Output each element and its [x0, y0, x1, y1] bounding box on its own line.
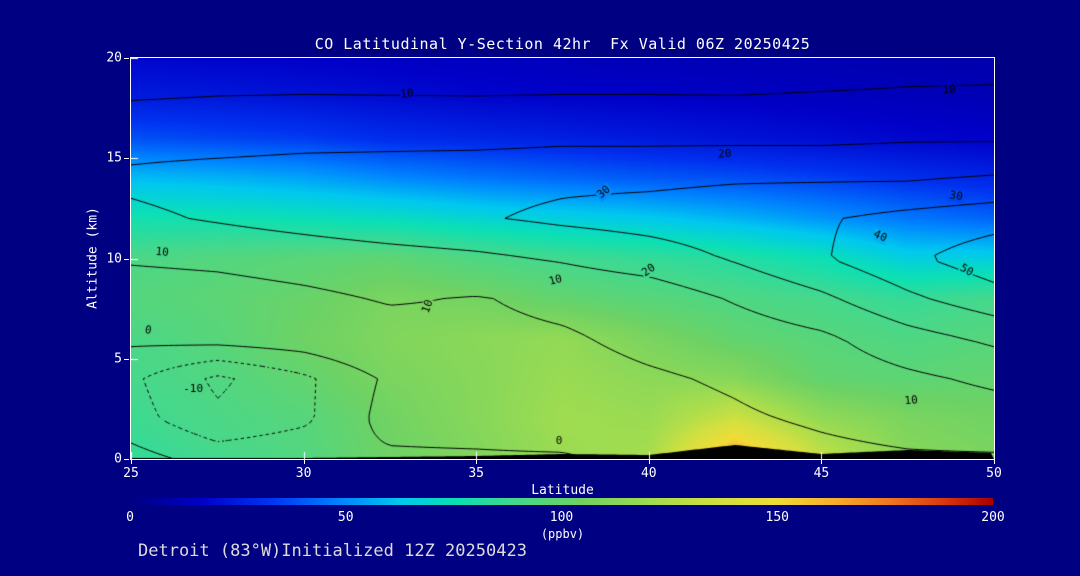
colorbar-tick-label: 150: [765, 510, 789, 525]
y-tick-mark: [124, 358, 129, 360]
colorbar-tick-label: 200: [981, 510, 1005, 525]
x-tick-mark: [131, 459, 132, 464]
x-tick-label: 45: [813, 466, 830, 481]
x-axis-label: Latitude: [531, 483, 594, 498]
x-tick-label: 35: [468, 466, 485, 481]
x-tick-label: 25: [123, 466, 139, 481]
y-tick-mark: [124, 158, 129, 160]
colorbar-tick-label: 50: [337, 510, 354, 525]
y-tick-mark: [124, 459, 129, 460]
y-tick-label: 20: [106, 50, 122, 66]
y-tick-label: 0: [114, 451, 122, 467]
footer-text: Detroit (83°W)Initialized 12Z 20250423: [138, 541, 527, 561]
x-tick-mark: [303, 459, 305, 464]
y-tick-mark: [124, 258, 129, 260]
x-tick-mark: [648, 459, 650, 464]
x-tick-mark: [994, 459, 995, 464]
chart-title: CO Latitudinal Y-Section 42hr Fx Valid 0…: [314, 35, 811, 53]
x-tick-mark: [821, 459, 823, 464]
y-tick-label: 15: [106, 150, 122, 166]
x-tick-mark: [476, 459, 478, 464]
x-tick-label: 30: [295, 466, 312, 481]
x-tick-label: 50: [986, 466, 1002, 481]
colorbar-tick-label: 100: [549, 510, 574, 525]
x-tick-label: 40: [640, 466, 657, 481]
colorbar: [130, 498, 993, 505]
y-tick-label: 10: [106, 251, 122, 266]
colorbar-units-label: (ppbv): [540, 527, 585, 541]
y-tick-label: 5: [114, 351, 122, 367]
y-tick-mark: [124, 58, 129, 59]
contour-plot-canvas: [130, 57, 995, 460]
colorbar-tick-label: 0: [126, 510, 134, 525]
